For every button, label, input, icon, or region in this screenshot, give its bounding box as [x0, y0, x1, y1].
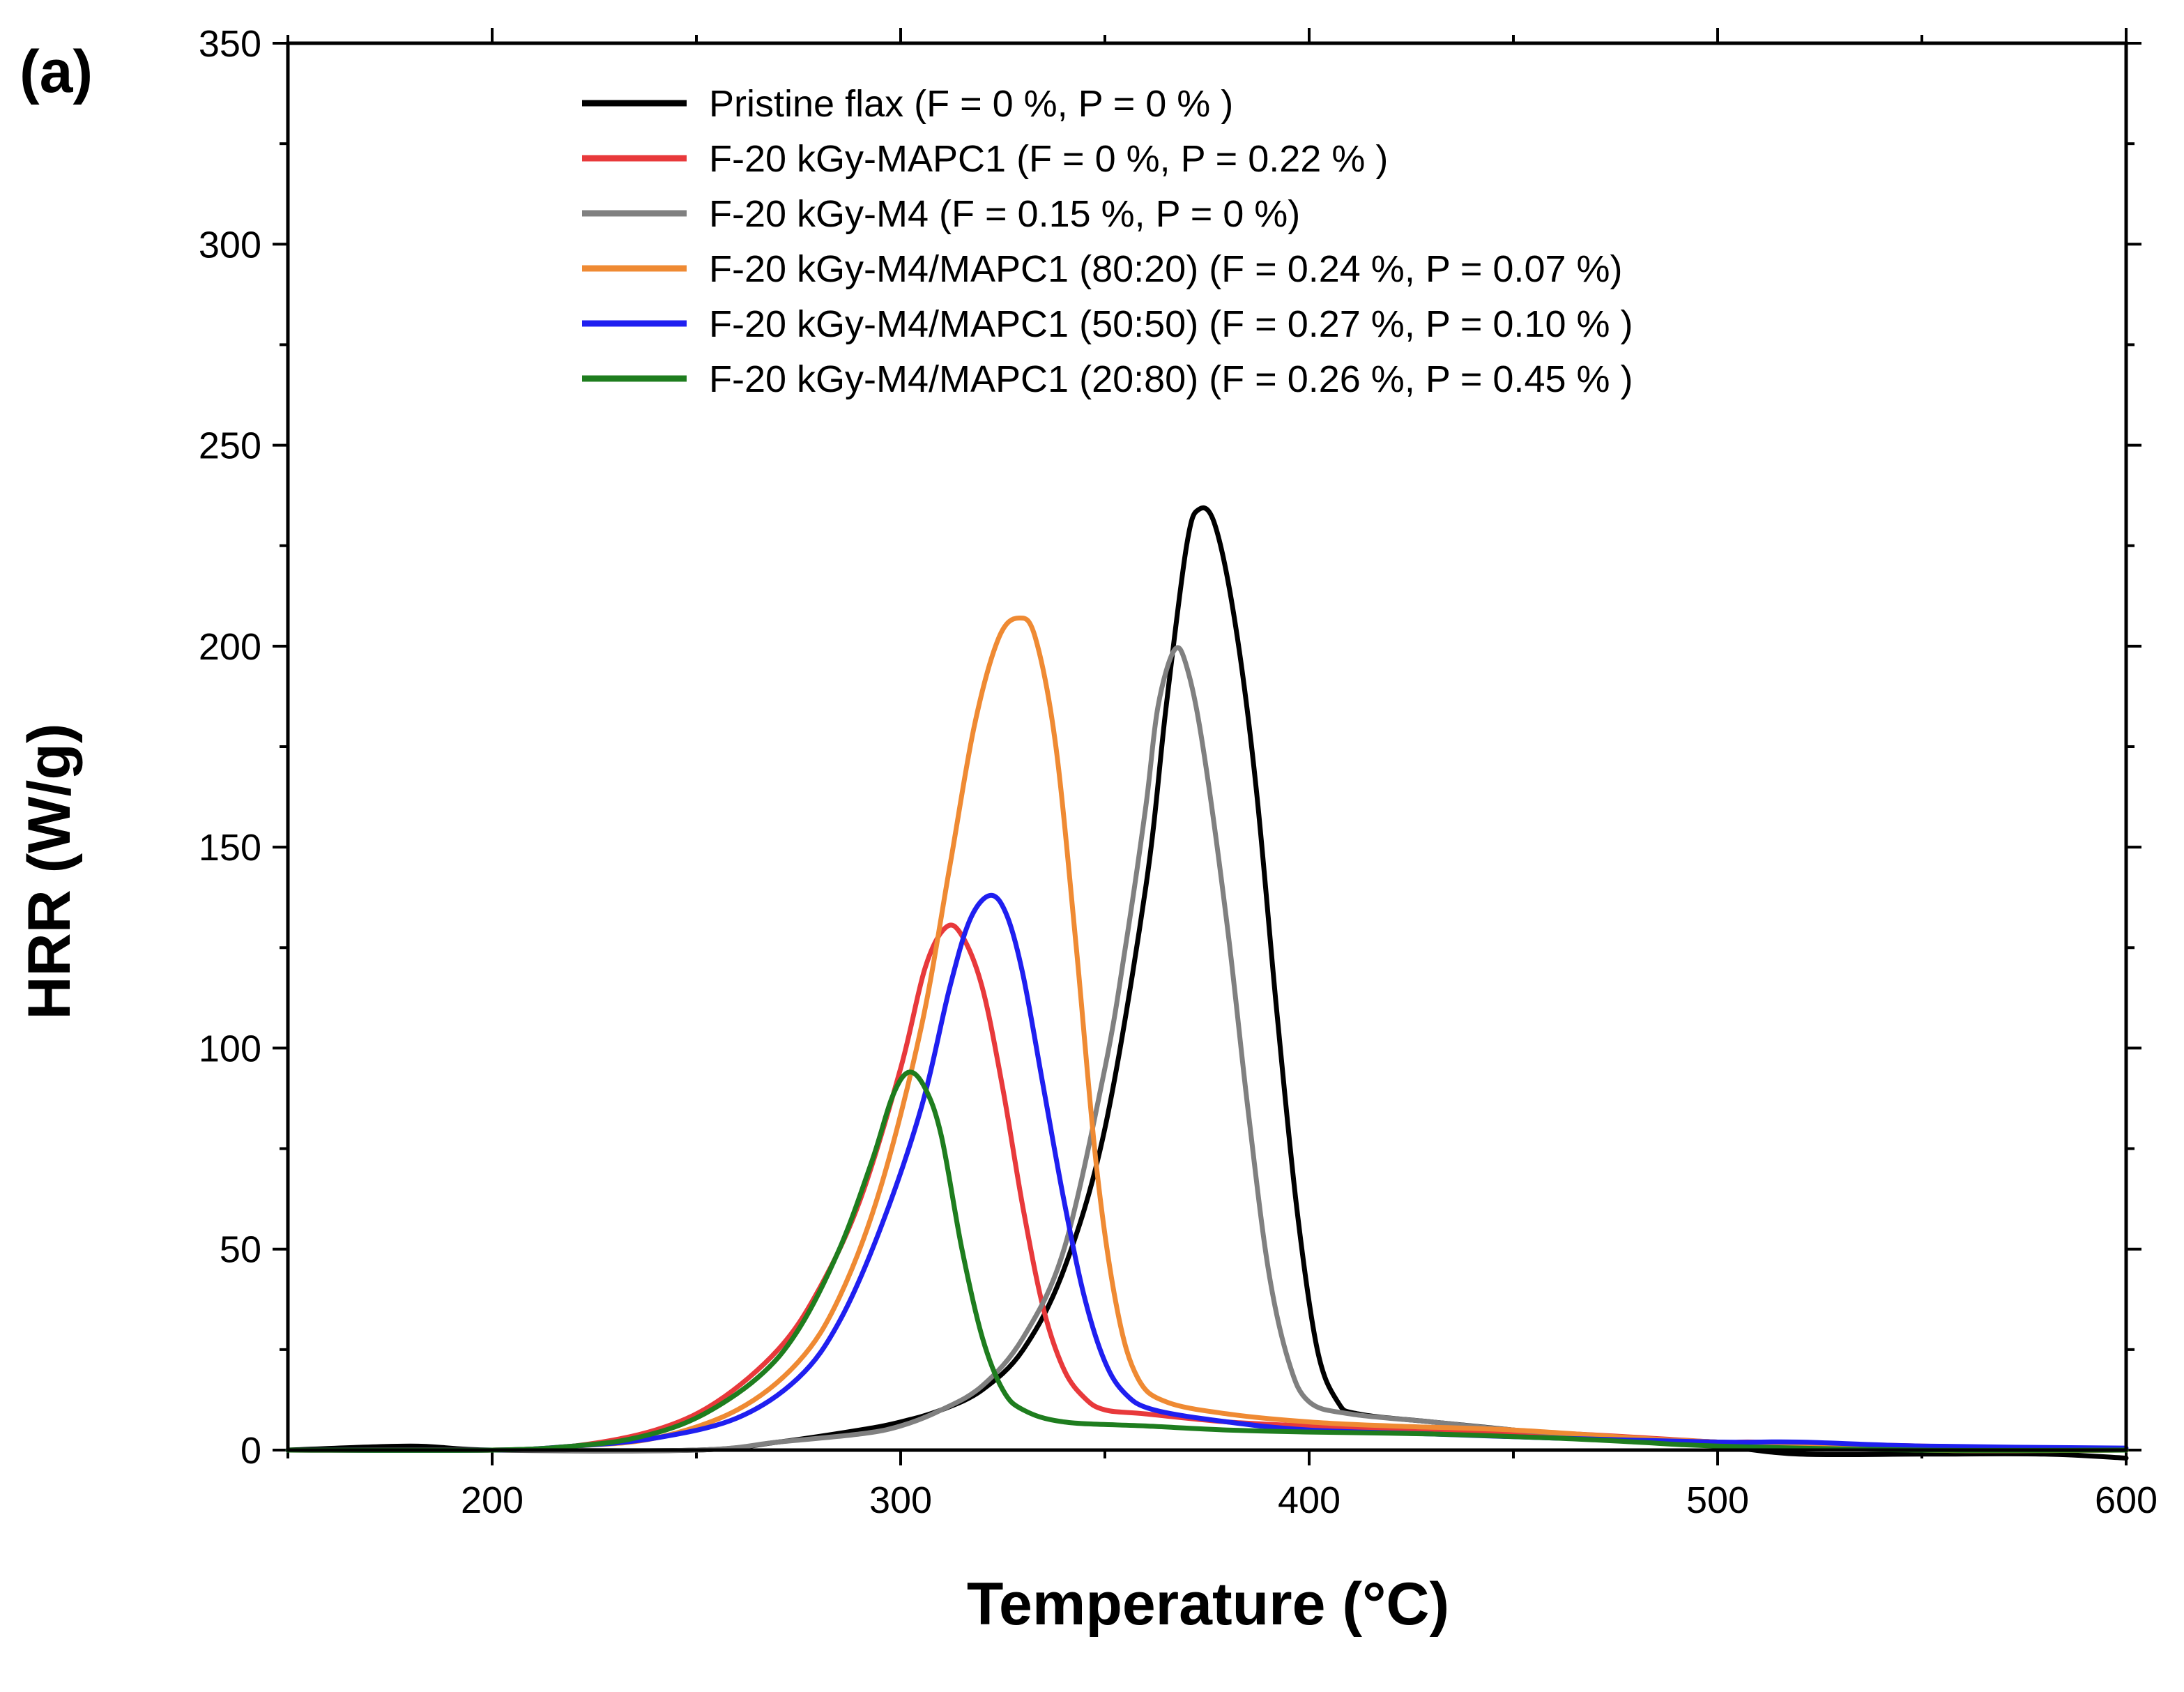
- x-axis-title: Temperature (°C): [967, 1571, 1449, 1638]
- y-tick-label: 50: [220, 1229, 261, 1271]
- y-tick-label: 250: [199, 425, 261, 467]
- plot-frame: [286, 41, 2128, 1452]
- legend-label-5: F-20 kGy-M4/MAPC1 (50:50) (F = 0.27 %, P…: [709, 303, 1633, 345]
- series-line-5: [285, 892, 2129, 1453]
- series-lines: [285, 505, 2129, 1461]
- x-tick-label: 200: [461, 1479, 524, 1521]
- tick-marks: [273, 28, 2141, 1465]
- y-tick-label: 300: [199, 224, 261, 266]
- series-line-6: [285, 1069, 2129, 1453]
- legend-label-1: Pristine flax (F = 0 %, P = 0 % ): [709, 83, 1233, 125]
- legend: Pristine flax (F = 0 %, P = 0 % ) F-20 kG…: [582, 83, 1633, 400]
- x-tick-label: 500: [1686, 1479, 1749, 1521]
- y-tick-label: 100: [199, 1028, 261, 1069]
- y-axis-title: HRR (W/g): [16, 723, 83, 1019]
- legend-label-6: F-20 kGy-M4/MAPC1 (20:80) (F = 0.26 %, P…: [709, 358, 1633, 400]
- legend-label-2: F-20 kGy-MAPC1 (F = 0 %, P = 0.22 % ): [709, 138, 1388, 180]
- panel-label: (a): [20, 38, 93, 105]
- series-line-4: [285, 615, 2129, 1454]
- series-line-3: [285, 645, 2129, 1454]
- x-tick-label: 600: [2095, 1479, 2158, 1521]
- y-tick-label: 0: [240, 1430, 261, 1472]
- y-tick-label: 350: [199, 23, 261, 65]
- series-line-1: [285, 505, 2129, 1461]
- y-tick-label: 200: [199, 626, 261, 668]
- x-tick-label: 300: [869, 1479, 932, 1521]
- legend-label-3: F-20 kGy-M4 (F = 0.15 %, P = 0 %): [709, 193, 1300, 235]
- series-line-2: [285, 922, 2129, 1453]
- legend-label-4: F-20 kGy-M4/MAPC1 (80:20) (F = 0.24 %, P…: [709, 248, 1623, 290]
- tick-labels: 200 300 400 500 600 0 50 100 150 200 250 300 350: [199, 23, 2158, 1521]
- x-tick-label: 400: [1278, 1479, 1341, 1521]
- y-tick-label: 150: [199, 827, 261, 869]
